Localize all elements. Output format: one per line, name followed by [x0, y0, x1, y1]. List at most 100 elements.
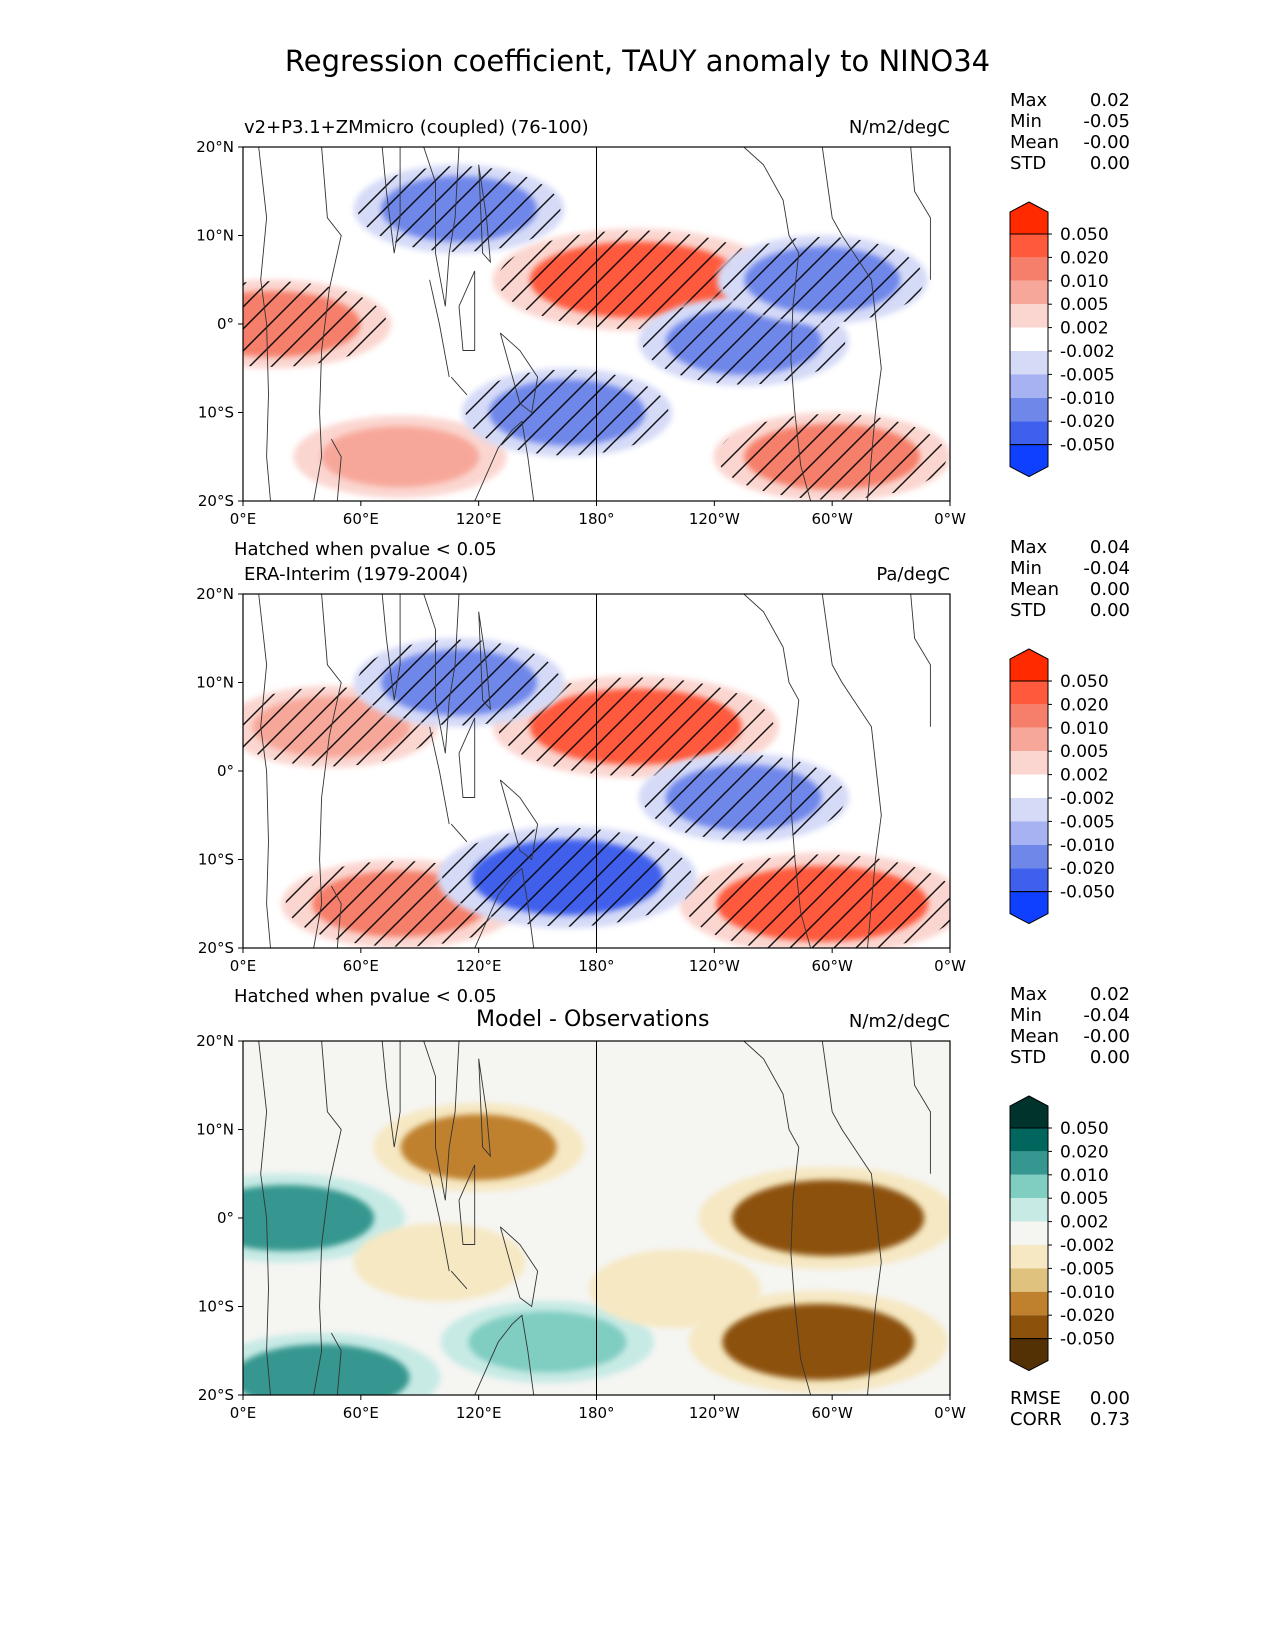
coastline [910, 1041, 931, 1174]
colorbar-segment [1010, 727, 1048, 752]
colorbar-tick-label: 0.002 [1060, 1213, 1109, 1233]
coastline [258, 1041, 271, 1395]
colorbar-segment [1010, 1128, 1048, 1152]
coastline [478, 164, 491, 264]
coastline [331, 1332, 342, 1395]
lat-tick-label: 10°S [198, 851, 234, 869]
coastline [910, 594, 931, 727]
colorbar-segment [1010, 1245, 1048, 1269]
coastline [458, 717, 476, 798]
coastline [354, 147, 401, 254]
stat-label: Min [1010, 558, 1042, 579]
coastline [458, 270, 476, 351]
positive-anomaly-region [243, 1344, 410, 1395]
hatch-note-1: Hatched when pvalue < 0.05 [234, 539, 497, 560]
colorbar-tick-label: 0.050 [1060, 225, 1109, 245]
significance-hatching [642, 754, 846, 841]
stat-label: STD [1010, 1047, 1047, 1068]
colorbar-tick-label: -0.002 [1060, 342, 1115, 362]
colorbar-extend-min [1009, 444, 1049, 478]
stat-value: 0.02 [1089, 984, 1130, 1005]
positive-anomaly-region [468, 1311, 627, 1373]
colorbar-tick-label: 0.010 [1060, 272, 1109, 292]
coastline [478, 1058, 491, 1158]
lat-tick-label: 10°N [196, 674, 234, 692]
coastline [478, 611, 491, 711]
colorbar-tick-label: 0.010 [1060, 1166, 1109, 1186]
stat-label: Mean [1010, 132, 1060, 153]
stat-label: Mean [1010, 579, 1060, 600]
colorbar-tick-label: -0.002 [1060, 1236, 1115, 1256]
positive-anomaly-region [321, 426, 480, 488]
coastline [423, 147, 460, 307]
hatch-note-2: Hatched when pvalue < 0.05 [234, 986, 497, 1007]
coastline [821, 147, 882, 501]
colorbar-tick-label: 0.020 [1060, 695, 1109, 715]
colorbar-segment [1010, 304, 1048, 328]
colorbar-tick-label: -0.050 [1060, 1330, 1115, 1350]
stats-rmse-corr: RMSE 0.00 CORR 0.73 [1010, 1388, 1130, 1432]
lat-tick-label: 20°S [198, 939, 234, 957]
coastline [331, 885, 342, 948]
stat-label: CORR [1010, 1409, 1062, 1430]
stat-value: 0.00 [1089, 600, 1130, 621]
coastline [499, 332, 539, 414]
colorbar-3: 0.050 0.020 0.010 0.005 0.002 -0.002 -0.005 -0.… [1009, 1095, 1115, 1372]
lon-tick-label: 0°W [934, 510, 966, 528]
coastline [458, 1164, 476, 1245]
lon-tick-label: 180° [578, 957, 614, 975]
lat-tick-label: 20°N [196, 1032, 234, 1050]
colorbar-segment [1010, 257, 1048, 281]
colorbar-segment [1010, 1315, 1048, 1339]
coastline [313, 1041, 342, 1395]
coastline [499, 1226, 539, 1308]
coastline [423, 594, 460, 754]
coastline [821, 1041, 882, 1395]
negative-anomaly-region [732, 1180, 925, 1256]
colorbar-segment [1010, 1268, 1048, 1292]
lat-tick-label: 20°S [198, 1386, 234, 1404]
colorbar-segment [1010, 1291, 1048, 1316]
stat-value: -0.00 [1083, 132, 1130, 153]
lat-tick-label: 0° [217, 1209, 234, 1227]
lon-tick-label: 120°W [689, 1404, 740, 1422]
map-panel-1: 20°N 10°N 0° 10°S 20°S0°E 60°E 120°E 180° 120°W 6… [196, 138, 966, 528]
colorbar-tick-label: 0.005 [1060, 1189, 1109, 1209]
stats-panel-2: Max 0.04 Min -0.04 Mean 0.00 STD 0.00 [1010, 537, 1130, 627]
colorbar-frame [1009, 1127, 1049, 1340]
colorbar-extend-max [1009, 1095, 1049, 1129]
significance-hatching [497, 677, 774, 777]
lat-tick-label: 20°N [196, 585, 234, 603]
coastline [423, 1041, 460, 1201]
coastline [474, 1314, 535, 1395]
colorbar-extend-max [1009, 201, 1049, 235]
coastline [258, 147, 271, 501]
colorbar-segment [1010, 351, 1048, 375]
colorbar-extend-min [1009, 891, 1049, 925]
significance-hatching [357, 166, 561, 252]
lon-tick-label: 60°E [343, 510, 379, 528]
colorbar-segment [1010, 821, 1048, 845]
coastline [313, 147, 342, 501]
panel-1-title: v2+P3.1+ZMmicro (coupled) (76-100) [244, 117, 589, 138]
stat-label: RMSE [1010, 1388, 1061, 1409]
colorbar-tick-label: -0.005 [1060, 365, 1115, 385]
colorbar-segment [1010, 844, 1048, 869]
stat-label: Max [1010, 537, 1048, 558]
coastline [910, 147, 931, 280]
colorbar-segment [1010, 1198, 1048, 1222]
stat-value: 0.02 [1089, 90, 1130, 111]
colorbar-2: 0.050 0.020 0.010 0.005 0.002 -0.002 -0.005 -0.… [1009, 648, 1115, 925]
colorbar-tick-label: -0.010 [1060, 836, 1115, 856]
lon-tick-label: 60°E [343, 1404, 379, 1422]
stat-value: 0.00 [1089, 1388, 1130, 1409]
coastline [474, 420, 535, 501]
colorbar-frame [1009, 680, 1049, 893]
panel-3-units: N/m2/degC [848, 1011, 950, 1032]
significance-hatching [465, 369, 669, 456]
coastline [331, 438, 342, 501]
lat-tick-label: 10°S [198, 1298, 234, 1316]
colorbar-tick-label: -0.010 [1060, 389, 1115, 409]
lat-tick-label: 0° [217, 315, 234, 333]
